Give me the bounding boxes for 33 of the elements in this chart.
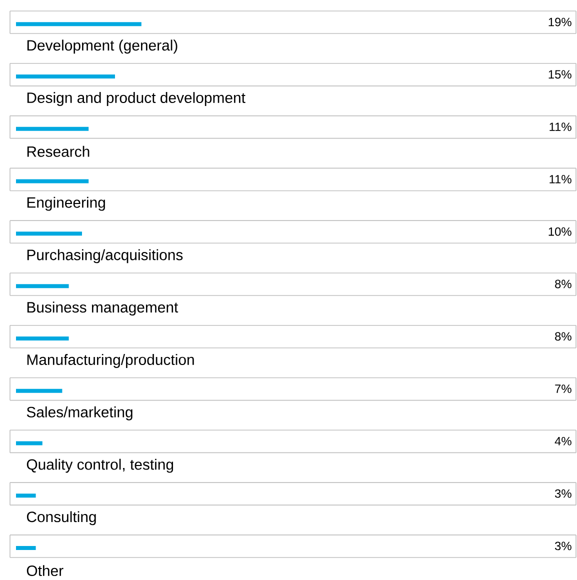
- y-tick-label: Research: [27, 146, 90, 157]
- data-label: 3%: [554, 542, 572, 550]
- y-tick-label: Manufacturing/production: [27, 354, 194, 368]
- bar: [16, 441, 42, 446]
- data-label: 10%: [548, 227, 572, 236]
- y-tick-label: Other: [26, 565, 64, 576]
- bar: [16, 546, 36, 550]
- data-label: 7%: [555, 384, 572, 393]
- bar: [16, 126, 89, 131]
- bar: [16, 284, 69, 288]
- bar: [16, 494, 36, 498]
- data-label: 8%: [555, 332, 572, 341]
- data-label: 3%: [554, 489, 572, 498]
- bar: [16, 232, 82, 236]
- y-tick-label: Purchasing/acquisitions: [27, 249, 183, 264]
- bar: [16, 179, 89, 184]
- y-tick-label: Consulting: [26, 511, 96, 526]
- y-tick-label: Quality control, testing: [26, 458, 174, 473]
- data-label: 4%: [554, 436, 572, 446]
- y-tick-label: Business management: [27, 302, 178, 316]
- data-label: 19%: [548, 18, 572, 26]
- data-label: 8%: [555, 280, 572, 288]
- data-label: 15%: [548, 70, 572, 79]
- data-label: 11%: [550, 122, 572, 131]
- bar: [16, 22, 142, 26]
- bar: [16, 388, 62, 393]
- y-tick-label: Sales/marketing: [26, 406, 132, 420]
- y-tick-label: Engineering: [27, 196, 105, 211]
- data-label: 11%: [550, 175, 572, 184]
- bar: [16, 74, 115, 78]
- bar: [16, 336, 69, 340]
- y-tick-label: Development (general): [27, 40, 178, 54]
- y-tick-label: Design and product development: [27, 92, 246, 106]
